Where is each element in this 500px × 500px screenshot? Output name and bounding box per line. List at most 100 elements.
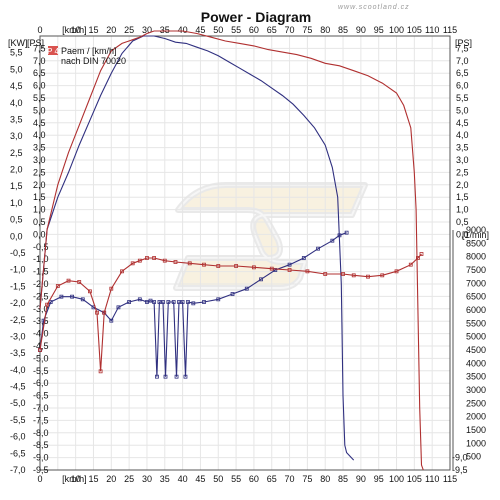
x-tick-label-bottom: 45 (195, 474, 205, 484)
series-point-2 (180, 300, 185, 304)
x-tick-label-bottom: 10 (71, 474, 81, 484)
left-outer-tick-label: 0,5 (10, 215, 23, 225)
x-tick-label-bottom: 30 (142, 474, 152, 484)
series-point-2 (244, 286, 249, 291)
right-power-tick-label: 1,0 (456, 205, 469, 215)
x-tick-label-bottom: 65 (267, 474, 277, 484)
left-inner-tick-label: -3,5 (33, 316, 49, 326)
x-tick-label-top: 20 (106, 25, 116, 35)
left-outer-tick-label: -5,0 (10, 398, 26, 408)
x-tick-label-bottom: 50 (213, 474, 223, 484)
left-inner-tick-label: 2,5 (33, 167, 46, 177)
series-point-2 (80, 297, 85, 302)
series-point-2 (337, 233, 342, 238)
right-rpm-tick-label: 2000 (466, 412, 486, 422)
x-tick-label-bottom: 0 (37, 474, 42, 484)
left-outer-tick-label: -3,5 (10, 348, 26, 358)
left-inner-tick-label: -9,0 (33, 453, 49, 463)
x-tick-label-top: 30 (142, 25, 152, 35)
right-power-tick-label: 3,5 (456, 143, 469, 153)
left-outer-axis-label: [KW] (8, 38, 28, 48)
left-outer-tick-label: 4,0 (10, 98, 23, 108)
x-tick-label-top: 70 (285, 25, 295, 35)
series-point-3 (162, 258, 167, 263)
series-point-3 (45, 302, 50, 307)
plot-frame (39, 35, 451, 471)
series-point-3 (419, 252, 424, 256)
series-point-3 (109, 286, 114, 291)
series-point-2 (116, 305, 121, 310)
left-inner-axis-label: [PS] (27, 38, 44, 48)
x-tick-label-bottom: 20 (106, 474, 116, 484)
right-power-tick-label: 3,0 (456, 155, 469, 165)
series-point-3 (130, 261, 135, 266)
right-rpm-tick-label: 500 (466, 452, 481, 462)
left-inner-tick-label: -9,5 (33, 465, 49, 475)
left-outer-tick-label: 3,0 (10, 131, 23, 141)
legend-marker-box (48, 46, 58, 55)
axes: 0 0 10 10 15 15 20 20 25 25 30 30 35 35 40 40 45 45 50 50 55… (8, 25, 489, 484)
series-point-2 (127, 300, 132, 304)
watermark-url: www.scootland.cz (338, 4, 410, 11)
left-outer-tick-label: -7,0 (10, 465, 26, 475)
right-power-tick-label: 5,0 (456, 105, 469, 115)
series-point-2 (316, 246, 320, 251)
series-point-3 (102, 310, 107, 315)
series-point-2 (287, 262, 292, 267)
x-tick-label-top: 115 (443, 25, 457, 35)
x-tick-label-top: 15 (88, 25, 98, 35)
left-outer-tick-label: -6,5 (10, 448, 26, 458)
left-inner-tick-label: -4,0 (33, 329, 49, 339)
left-inner-tick-label: 1,5 (33, 192, 46, 202)
x-tick-label-top: 60 (249, 25, 259, 35)
series-point-2 (344, 230, 349, 235)
right-rpm-axis-label: [1/min] (462, 230, 489, 240)
right-rpm-tick-label: 5500 (466, 318, 486, 328)
right-power-tick-label: 4,5 (456, 118, 469, 128)
left-outer-tick-label: 2,5 (10, 148, 23, 158)
left-inner-tick-label: 6,0 (33, 81, 46, 91)
left-inner-tick-label: -8,0 (33, 428, 49, 438)
legend-line-1: Paem / [km/h] (61, 46, 117, 56)
x-tick-label-top: 45 (195, 25, 205, 35)
series-point-3 (234, 264, 238, 268)
x-tick-label-top: 0 (37, 25, 42, 35)
left-outer-tick-label: -1,5 (10, 281, 26, 291)
left-inner-tick-label: -6,0 (33, 378, 49, 388)
x-tick-label-top: 80 (320, 25, 330, 35)
series-layer (38, 30, 424, 471)
x-tick-label-top: 100 (389, 25, 404, 35)
series-point-3 (120, 269, 124, 274)
left-inner-tick-label: 5,0 (33, 105, 46, 115)
series-point-2 (109, 318, 114, 323)
series-point-2 (145, 300, 149, 304)
x-tick-label-top: 50 (213, 25, 223, 35)
series-point-2 (301, 256, 306, 260)
x-tick-label-bottom: 100 (389, 474, 404, 484)
x-tick-label-top: 55 (231, 25, 241, 35)
right-power-tick-label-low: -9,5 (452, 465, 468, 475)
series-point-2 (70, 294, 74, 299)
left-outer-tick-label: 3,5 (10, 114, 23, 124)
series-point-2 (161, 300, 165, 304)
left-outer-tick-label: -6,0 (10, 432, 26, 442)
left-inner-tick-label: -7,5 (33, 415, 49, 425)
right-rpm-tick-label: 4500 (466, 345, 486, 355)
left-inner-tick-label: -1,0 (33, 254, 49, 264)
series-point-2 (174, 374, 179, 379)
series-point-2 (259, 277, 263, 282)
x-tick-label-top: 65 (267, 25, 277, 35)
x-axis-unit-bottom: [km/h] (62, 474, 87, 484)
series-point-3 (95, 310, 99, 315)
series-point-3 (341, 272, 345, 276)
left-inner-tick-label: -3,0 (33, 304, 49, 314)
left-outer-tick-label: 0,0 (10, 231, 23, 241)
right-rpm-tick-label: 1000 (466, 438, 486, 448)
x-tick-label-top: 25 (124, 25, 134, 35)
series-point-2 (157, 300, 162, 304)
legend-line-2: nach DIN 70020 (61, 56, 126, 66)
x-tick-label-top: 40 (178, 25, 188, 35)
left-outer-tick-label: -5,5 (10, 415, 26, 425)
series-point-2 (152, 300, 156, 304)
series-point-3 (66, 278, 71, 283)
